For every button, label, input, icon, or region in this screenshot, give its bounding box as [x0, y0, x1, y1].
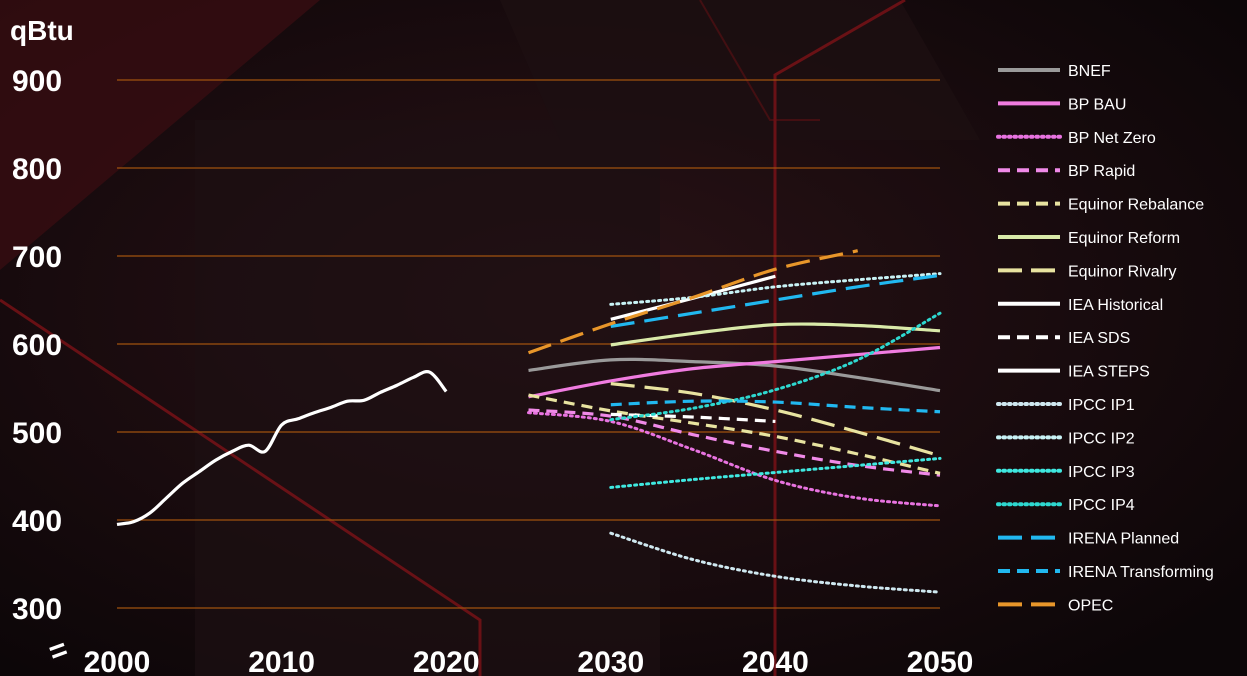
legend-label: IEA SDS [1068, 330, 1130, 347]
series-line-opec [527, 249, 859, 355]
x-tick-label: 2040 [742, 646, 809, 676]
legend-label: IRENA Transforming [1068, 564, 1214, 581]
background-decoration [0, 0, 906, 676]
series-line-ipcc-ip3 [609, 456, 942, 489]
x-tick-label: 2020 [413, 646, 480, 676]
series-line-bp-net-zero [527, 411, 942, 508]
gridlines [117, 79, 940, 609]
legend-label: IPCC IP4 [1068, 497, 1135, 514]
series-line-bp-rapid [528, 408, 941, 477]
legend: BNEF BP BAU BP Net Zero BP Rapid Equinor Reb… [996, 63, 1214, 614]
series-line-irena-transforming [610, 399, 941, 414]
y-tick-label: 900 [12, 65, 62, 98]
legend-label: BP Rapid [1068, 163, 1135, 180]
legend-label: IRENA Planned [1068, 531, 1179, 548]
series-line-bnef [528, 357, 941, 393]
y-axis: 900 800 700 600 500 400 300 [12, 65, 62, 626]
y-tick-label: 300 [12, 593, 62, 626]
x-tick-label: 2050 [907, 646, 974, 676]
y-tick-label: 800 [12, 153, 62, 186]
legend-label: OPEC [1068, 597, 1113, 614]
legend-label: IEA STEPS [1068, 364, 1150, 381]
legend-label: IPCC IP3 [1068, 464, 1135, 481]
legend-label: BP BAU [1068, 96, 1126, 113]
y-tick-label: 700 [12, 241, 62, 274]
series-line-ipcc-ip2 [609, 272, 942, 306]
y-tick-label: 600 [12, 329, 62, 362]
legend-label: Equinor Rivalry [1068, 263, 1176, 280]
series-lines [116, 249, 942, 594]
legend-label: BP Net Zero [1068, 130, 1156, 147]
x-tick-label: 2000 [84, 646, 151, 676]
legend-label: IPCC IP2 [1068, 430, 1135, 447]
y-unit-label: qBtu [10, 15, 74, 46]
x-tick-label: 2010 [248, 646, 315, 676]
series-line-bp-bau [528, 345, 941, 399]
series-line-ipcc-ip4 [609, 311, 942, 422]
series-line-ipcc-ip1 [609, 531, 942, 594]
legend-label: IPCC IP1 [1068, 397, 1135, 414]
x-axis: 2000 2010 2020 2030 2040 2050 [84, 646, 974, 676]
y-tick-label: 500 [12, 417, 62, 450]
legend-label: BNEF [1068, 63, 1111, 80]
series-line-equinor-rebalance [528, 393, 941, 475]
legend-label: Equinor Reform [1068, 230, 1180, 247]
legend-label: IEA Historical [1068, 297, 1163, 314]
series-line-equinor-reform [610, 322, 941, 347]
y-tick-label: 400 [12, 505, 62, 538]
series-line-iea-sds [610, 412, 776, 424]
series-line-irena-planned [610, 273, 941, 328]
x-tick-label: 2030 [577, 646, 644, 676]
series-line-equinor-rivalry [610, 382, 941, 458]
legend-label: Equinor Rebalance [1068, 197, 1204, 214]
series-line-iea-historical [116, 370, 448, 526]
